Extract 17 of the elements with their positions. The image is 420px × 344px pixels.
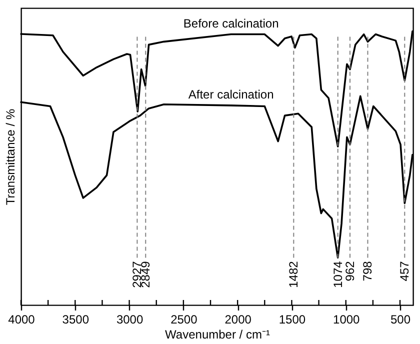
x-tick-label: 4000	[8, 312, 36, 326]
x-tick-label: 500	[390, 312, 411, 326]
x-tick-label: 3500	[62, 312, 90, 326]
ref-line-label: 1074	[330, 260, 345, 288]
x-tick-label: 3000	[116, 312, 144, 326]
x-tick-label: 2500	[170, 312, 198, 326]
y-axis-title: Transmittance / %	[4, 108, 18, 206]
x-tick-label: 2000	[224, 312, 252, 326]
series-label: After calcination	[188, 87, 274, 102]
ref-line-label: 962	[342, 260, 357, 282]
x-tick-label: 1000	[333, 312, 360, 326]
x-tick-label: 1500	[278, 312, 306, 326]
series-label: Before calcination	[183, 16, 279, 30]
ref-line-label: 457	[398, 260, 412, 282]
ref-line-label: 1482	[286, 260, 301, 288]
x-axis-title: Wavenumber / cm⁻¹	[165, 328, 270, 342]
ref-line-label: 798	[360, 260, 375, 282]
